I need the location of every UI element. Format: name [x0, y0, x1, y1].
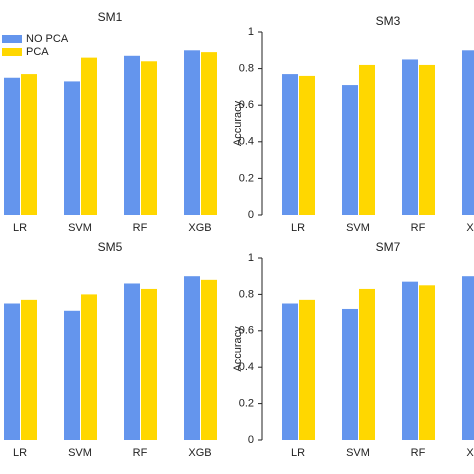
x-tick-label: LR	[13, 447, 27, 459]
chart-title: SM1	[98, 10, 123, 24]
x-tick-label: SVM	[68, 222, 92, 234]
bar	[184, 276, 200, 440]
legend-label: PCA	[26, 46, 49, 58]
bar	[282, 74, 298, 215]
y-tick-label: 0.8	[239, 63, 254, 75]
x-tick-label: RF	[133, 222, 148, 234]
y-tick-label: 0.6	[239, 325, 254, 337]
bar	[462, 276, 474, 440]
chart-title: SM5	[98, 240, 123, 254]
x-tick-label: SVM	[346, 222, 370, 234]
bar	[21, 299, 37, 440]
bar	[201, 279, 217, 440]
bar	[201, 52, 217, 215]
y-tick-label: 0.2	[239, 398, 254, 410]
bar	[81, 294, 97, 440]
legend-swatch	[2, 35, 22, 43]
x-tick-label: RF	[411, 222, 426, 234]
y-tick-label: 0.4	[239, 136, 254, 148]
y-axis-label: Accuracy	[232, 326, 244, 372]
bar	[402, 281, 418, 440]
y-tick-label: 0.2	[239, 172, 254, 184]
y-axis-label: Accuracy	[232, 100, 244, 146]
legend-label: NO PCA	[26, 33, 69, 45]
bar	[419, 64, 435, 215]
x-tick-label: LR	[291, 222, 305, 234]
x-tick-label: XGB	[188, 222, 211, 234]
y-tick-label: 0.4	[239, 361, 254, 373]
bar	[64, 310, 80, 440]
bar	[462, 50, 474, 215]
legend-swatch	[2, 48, 22, 56]
x-tick-label: SVM	[68, 447, 92, 459]
x-tick-label: XGB	[466, 447, 474, 459]
bar	[419, 285, 435, 440]
chart-title: SM7	[376, 240, 401, 254]
bar	[141, 61, 157, 215]
bar	[342, 308, 358, 440]
y-tick-label: 0.6	[239, 99, 254, 111]
bar	[64, 81, 80, 215]
x-tick-label: RF	[133, 447, 148, 459]
x-tick-label: XGB	[466, 222, 474, 234]
bar	[4, 77, 20, 215]
x-tick-label: SVM	[346, 447, 370, 459]
chart-title: SM3	[376, 14, 401, 28]
y-tick-label: 0	[248, 434, 254, 446]
bar	[299, 299, 315, 440]
x-tick-label: RF	[411, 447, 426, 459]
y-tick-label: 1	[248, 252, 254, 264]
y-tick-label: 1	[248, 26, 254, 38]
bar	[359, 64, 375, 215]
y-tick-label: 0.8	[239, 288, 254, 300]
bar	[184, 50, 200, 215]
bar	[402, 59, 418, 216]
x-tick-label: LR	[13, 222, 27, 234]
x-tick-label: LR	[291, 447, 305, 459]
y-tick-label: 0	[248, 209, 254, 221]
x-tick-label: XGB	[188, 447, 211, 459]
bar	[4, 303, 20, 440]
bar	[342, 85, 358, 215]
bar	[124, 283, 140, 440]
bar	[141, 288, 157, 440]
bar	[359, 288, 375, 440]
bar	[81, 57, 97, 216]
bar	[299, 75, 315, 215]
bar	[282, 303, 298, 440]
bar	[124, 55, 140, 215]
bar	[21, 74, 37, 215]
